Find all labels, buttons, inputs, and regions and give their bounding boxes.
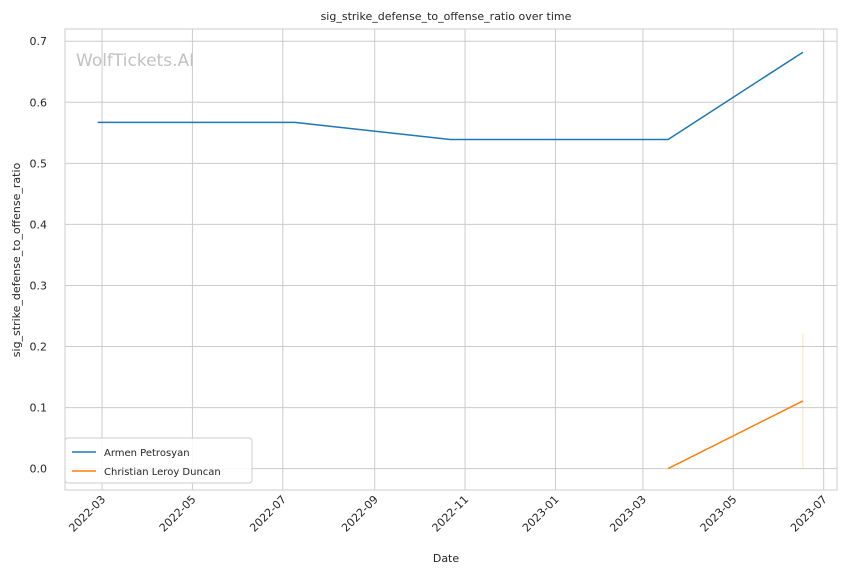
y-axis-title: sig_strike_defense_to_offense_ratio: [10, 163, 23, 358]
x-axis-title: Date: [433, 552, 460, 565]
y-tick-label: 0.1: [30, 402, 48, 415]
y-tick-label: 0.5: [30, 157, 48, 170]
legend: Armen Petrosyan Christian Leroy Duncan: [64, 437, 253, 484]
y-tick-label: 0.6: [30, 96, 48, 109]
y-tick-labels: 0.0 0.1 0.2 0.3 0.4 0.5 0.6 0.7: [30, 35, 48, 475]
plot-frame: [64, 28, 838, 491]
y-tick-label: 0.7: [30, 35, 48, 48]
series-lines: [97, 51, 804, 470]
legend-label-armen-petrosyan: Armen Petrosyan: [104, 448, 190, 459]
series-line-0: [97, 51, 804, 141]
watermark-text: WolfTickets.AI: [76, 51, 194, 71]
grid-lines: [65, 29, 837, 490]
chart-title: sig_strike_defense_to_offense_ratio over…: [321, 10, 572, 23]
y-tick-label: 0.2: [30, 341, 48, 354]
legend-box: [64, 437, 253, 484]
y-tick-label: 0.0: [30, 463, 48, 476]
series-line-1: [667, 400, 804, 470]
legend-label-christian-leroy-duncan: Christian Leroy Duncan: [104, 467, 221, 478]
y-tick-label: 0.3: [30, 279, 48, 292]
y-tick-label: 0.4: [30, 218, 48, 231]
